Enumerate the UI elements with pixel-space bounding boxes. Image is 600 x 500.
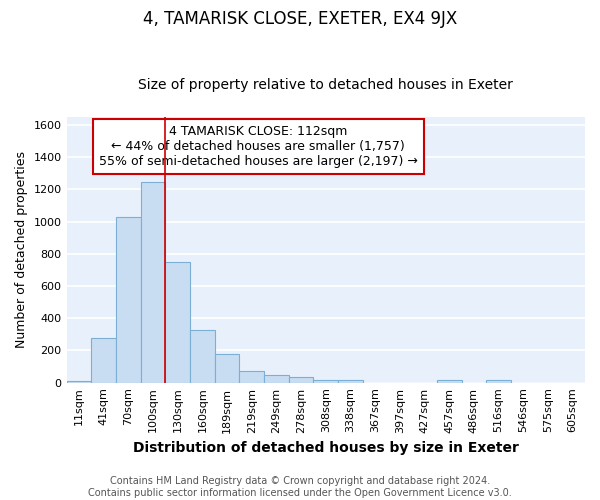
Bar — [289, 377, 313, 382]
Text: 4 TAMARISK CLOSE: 112sqm
← 44% of detached houses are smaller (1,757)
55% of sem: 4 TAMARISK CLOSE: 112sqm ← 44% of detach… — [99, 125, 418, 168]
Bar — [165, 262, 190, 382]
Bar — [239, 370, 264, 382]
Y-axis label: Number of detached properties: Number of detached properties — [15, 151, 28, 348]
Bar — [313, 380, 338, 382]
Bar — [215, 354, 239, 382]
Bar — [91, 338, 116, 382]
Bar — [116, 216, 140, 382]
X-axis label: Distribution of detached houses by size in Exeter: Distribution of detached houses by size … — [133, 441, 519, 455]
Bar — [67, 381, 91, 382]
Bar — [437, 380, 461, 382]
Text: 4, TAMARISK CLOSE, EXETER, EX4 9JX: 4, TAMARISK CLOSE, EXETER, EX4 9JX — [143, 10, 457, 28]
Bar — [140, 182, 165, 382]
Title: Size of property relative to detached houses in Exeter: Size of property relative to detached ho… — [139, 78, 513, 92]
Bar — [486, 380, 511, 382]
Bar — [190, 330, 215, 382]
Bar — [264, 374, 289, 382]
Bar — [338, 380, 363, 382]
Text: Contains HM Land Registry data © Crown copyright and database right 2024.
Contai: Contains HM Land Registry data © Crown c… — [88, 476, 512, 498]
